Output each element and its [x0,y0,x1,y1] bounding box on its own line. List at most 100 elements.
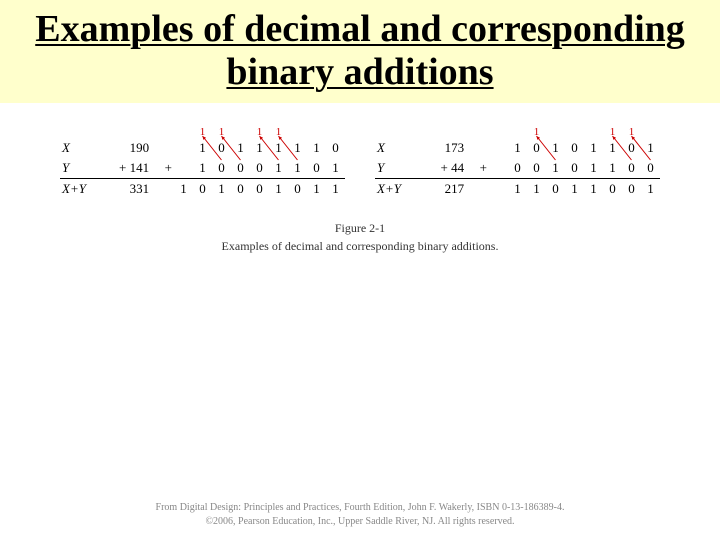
x-bit [489,138,508,158]
blank [472,179,489,200]
figure-caption: Figure 2-1 Examples of decimal and corre… [60,219,660,255]
var-y: Y [60,158,104,179]
sum-bit: 1 [584,179,603,200]
sum-bit: 0 [603,179,622,200]
slide: Examples of decimal and corresponding bi… [0,0,720,540]
y-bit: 0 [565,158,584,179]
example-2: 111X17310101101Y+ 44+00101100X+Y21711011… [375,120,660,199]
blank [472,138,489,158]
y-bit: 0 [527,158,546,179]
sum-bit: 1 [307,179,326,200]
y-bit: 1 [603,158,622,179]
sum-bit: 0 [231,179,250,200]
plus-sign: + [157,158,174,179]
y-bit: 1 [584,158,603,179]
y-bit: 0 [212,158,231,179]
carry-bit [489,120,508,138]
x-bit: 0 [527,138,546,158]
x-bit: 0 [622,138,641,158]
y-bit: 0 [307,158,326,179]
blank [157,138,174,158]
y-bit [489,158,508,179]
carry-bit: 1 [269,120,288,138]
y-bit: 1 [193,158,212,179]
x-bit: 1 [508,138,527,158]
blank [157,120,174,138]
sum-bit [489,179,508,200]
carry-bit [174,120,193,138]
addition-table: 1111X19010111110Y+ 141+10001101X+Y331101… [60,120,345,199]
carry-bit: 1 [622,120,641,138]
caption-label: Figure 2-1 [60,219,660,237]
y-bit: 0 [250,158,269,179]
x-bit: 1 [193,138,212,158]
carry-bit [508,120,527,138]
x-bit: 0 [212,138,231,158]
page-title: Examples of decimal and corresponding bi… [20,8,700,93]
carry-bit: 1 [527,120,546,138]
y-bit: 1 [288,158,307,179]
dec-x: 190 [104,138,157,158]
carry-bit [307,120,326,138]
addition-table: 111X17310101101Y+ 44+00101100X+Y21711011… [375,120,660,199]
carry-bit [326,120,345,138]
title-band: Examples of decimal and corresponding bi… [0,0,720,103]
x-bit: 1 [250,138,269,158]
var-y: Y [375,158,419,179]
sum-bit: 1 [641,179,660,200]
sum-bit: 1 [326,179,345,200]
dec-y: + 44 [419,158,472,179]
footer: From Digital Design: Principles and Prac… [0,501,720,528]
carry-bit [288,120,307,138]
sum-bit: 0 [250,179,269,200]
sum-bit: 1 [508,179,527,200]
blank [472,120,489,138]
x-bit: 1 [307,138,326,158]
dec-sum: 331 [104,179,157,200]
sum-bit: 1 [269,179,288,200]
var-x: X [60,138,104,158]
y-bit: 0 [231,158,250,179]
x-bit: 0 [565,138,584,158]
y-bit: 0 [641,158,660,179]
y-bit: 0 [622,158,641,179]
x-bit: 0 [326,138,345,158]
sum-bit: 1 [174,179,193,200]
var-sum: X+Y [60,179,104,200]
carry-bit: 1 [250,120,269,138]
footer-line-1: From Digital Design: Principles and Prac… [156,502,565,513]
plus-sign: + [472,158,489,179]
x-bit: 1 [603,138,622,158]
sum-bit: 0 [193,179,212,200]
blank [157,179,174,200]
carry-bit: 1 [193,120,212,138]
x-bit: 1 [288,138,307,158]
y-bit: 1 [546,158,565,179]
dec-sum: 217 [419,179,472,200]
y-bit: 1 [326,158,345,179]
x-bit: 1 [584,138,603,158]
dec-x: 173 [419,138,472,158]
carry-bit [546,120,565,138]
sum-bit: 1 [212,179,231,200]
caption-text: Examples of decimal and corresponding bi… [222,239,499,253]
y-bit [174,158,193,179]
sum-bit: 0 [288,179,307,200]
y-bit: 0 [508,158,527,179]
carry-bit: 1 [603,120,622,138]
carry-bit [641,120,660,138]
sum-bit: 1 [527,179,546,200]
x-bit: 1 [231,138,250,158]
blank [375,120,419,138]
figure-area: 1111X19010111110Y+ 141+10001101X+Y331101… [60,120,660,255]
example-1: 1111X19010111110Y+ 141+10001101X+Y331101… [60,120,345,199]
x-bit: 1 [546,138,565,158]
examples-row: 1111X19010111110Y+ 141+10001101X+Y331101… [60,120,660,199]
blank [104,120,157,138]
blank [419,120,472,138]
y-bit: 1 [269,158,288,179]
x-bit: 1 [269,138,288,158]
blank [60,120,104,138]
dec-y: + 141 [104,158,157,179]
carry-bit [231,120,250,138]
